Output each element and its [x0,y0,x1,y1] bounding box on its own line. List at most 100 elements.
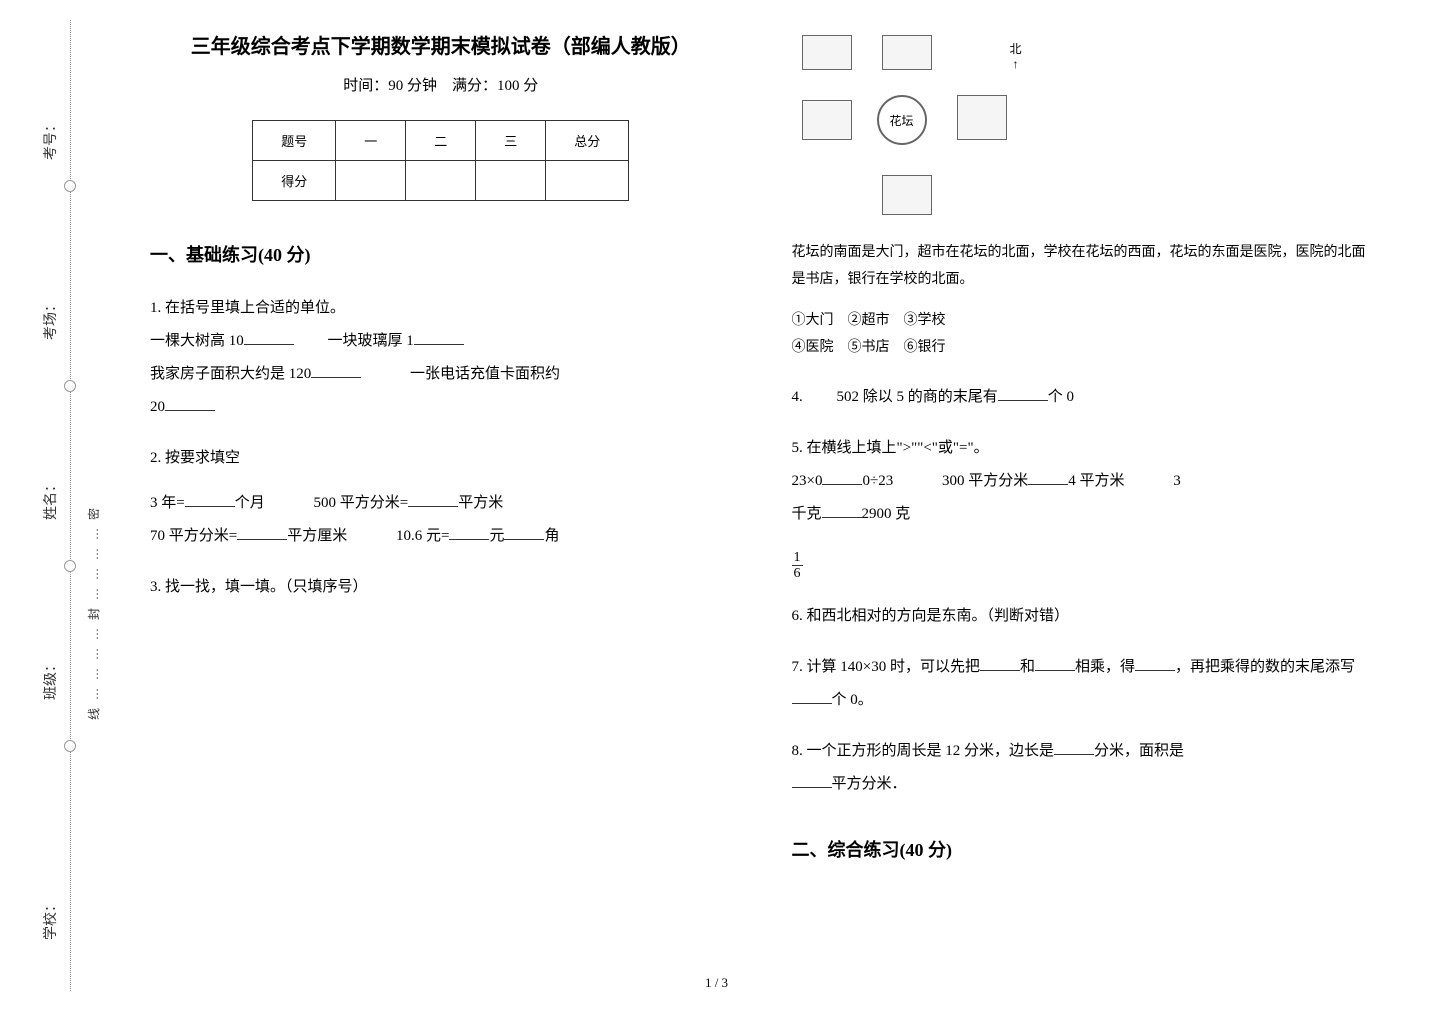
score-row-label: 得分 [253,161,336,201]
binding-margin: 考号： 考场： 姓名： 班级： 学校： 线…………封…………密 [0,0,100,1011]
q2-unit: 角 [544,528,559,544]
score-table: 题号 一 二 三 总分 得分 [252,120,629,201]
north-label: 北 [1009,42,1021,56]
score-cell [406,161,476,201]
binding-seal-text: 线…………封…………密 [85,500,102,720]
fill-blank [237,522,287,540]
diagram-desc-text: 花坛的南面是大门，超市在花坛的北面，学校在花坛的西面，花坛的东面是医院，医院的北… [792,245,1366,287]
q5-prompt: 5. 在横线上填上">""<"或"="。 [792,432,1374,465]
fill-blank [998,383,1048,401]
question-2: 2. 按要求填空 3 年=个月 500 平方分米=平方米 70 平方分米=平方厘… [150,442,732,553]
binding-circle [64,740,76,752]
score-header: 总分 [546,121,629,161]
diagram-description: 花坛的南面是大门，超市在花坛的北面，学校在花坛的西面，花坛的东面是医院，医院的北… [792,240,1374,293]
fill-blank [1035,653,1075,671]
question-5: 5. 在横线上填上">""<"或"="。 23×00÷23 300 平方分米4 … [792,432,1374,531]
q5-text: 0÷23 [862,473,893,489]
q2-unit: 元 [489,528,504,544]
section-1-heading: 一、基础练习(40 分) [150,241,732,267]
direction-diagram: 北↑ 花坛 [792,30,1052,230]
q5-line1: 23×00÷23 300 平方分米4 平方米 3 [792,465,1374,498]
diagram-building [802,35,852,70]
q2-prompt: 2. 按要求填空 [150,442,732,475]
fill-blank [311,360,361,378]
q5-text: 3 [1173,473,1181,489]
exam-subtitle: 时间：90 分钟 满分：100 分 [150,74,732,95]
page-number: 1 / 3 [705,975,728,991]
diagram-building [957,95,1007,140]
fill-blank [408,489,458,507]
binding-circle [64,180,76,192]
score-cell [476,161,546,201]
q1-line1: 一棵大树高 10 一块玻璃厚 1 [150,325,732,358]
diagram-options: ①大门 ②超市 ③学校 ④医院 ⑤书店 ⑥银行 [792,308,1374,361]
q2-unit: 平方厘米 [287,528,347,544]
score-cell [546,161,629,201]
q2-line1: 3 年= 个月 500 平方分米= 平方米 [150,487,732,520]
q7-text: 相乘，得 [1075,659,1135,675]
q1-text: 一块玻璃厚 1 [328,333,414,349]
fill-blank [792,686,832,704]
q2-text: 10.6 元= [396,528,449,544]
section-2-heading: 二、综合练习(40 分) [792,836,1374,862]
score-header: 三 [476,121,546,161]
q5-text: 千克 [792,506,822,522]
diagram-building [882,35,932,70]
q5-line2: 千克 2900 克 [792,498,1374,531]
binding-circle [64,380,76,392]
q4-text: 4. 502 除以 5 的商的末尾有 [792,389,998,405]
q2-text: 500 平方分米= [314,495,409,511]
fill-blank [414,327,464,345]
q1-text: 我家房子面积大约是 120 [150,366,311,382]
question-4: 4. 502 除以 5 的商的末尾有 个 0 [792,381,1374,414]
fill-blank [822,500,862,518]
fill-blank [504,522,544,540]
fraction-one-sixth: 1 6 [792,550,803,582]
diagram-flowerbed: 花坛 [877,95,927,145]
fill-blank [244,327,294,345]
q3-prompt: 3. 找一找，填一填。（只填序号） [150,571,732,604]
q1-text: 一棵大树高 10 [150,333,244,349]
fill-blank [980,653,1020,671]
q2-unit: 平方米 [458,495,503,511]
score-header: 一 [336,121,406,161]
binding-label-name: 姓名： [40,478,60,520]
q7-text: 个 0。 [832,692,873,708]
fraction-numerator: 1 [792,550,803,566]
binding-label-school: 学校： [40,898,60,940]
q7-text: 7. 计算 140×30 时，可以先把 [792,659,980,675]
q8-text: 平方分米． [832,776,907,792]
fill-blank [1054,737,1094,755]
fraction-display: 1 6 [792,549,1374,582]
left-column: 三年级综合考点下学期数学期末模拟试卷（部编人教版） 时间：90 分钟 满分：10… [130,30,762,991]
q5-text: 4 平方米 [1068,473,1124,489]
question-8: 8. 一个正方形的周长是 12 分米，边长是 分米，面积是 平方分米． [792,735,1374,801]
q1-line3: 20 [150,391,732,424]
flowerbed-label: 花坛 [889,112,913,129]
binding-circle [64,560,76,572]
question-7: 7. 计算 140×30 时，可以先把和相乘，得，再把乘得的数的末尾添写个 0。 [792,651,1374,717]
fill-blank [185,489,235,507]
fill-blank [165,393,215,411]
q8-text: 分米，面积是 [1094,743,1184,759]
q5-text: 23×0 [792,473,823,489]
question-6: 6. 和西北相对的方向是东南。（判断对错） [792,600,1374,633]
fill-blank [792,770,832,788]
q2-text: 3 年= [150,495,185,511]
fill-blank [1028,467,1068,485]
q1-line2: 我家房子面积大约是 120 一张电话充值卡面积约 [150,358,732,391]
q4-suffix: 个 0 [1048,389,1074,405]
binding-label-examno: 考号： [40,118,60,160]
q2-unit: 个月 [235,495,265,511]
score-header: 二 [406,121,476,161]
diagram-building [882,175,932,215]
q1-prompt: 1. 在括号里填上合适的单位。 [150,292,732,325]
q5-text: 2900 克 [862,506,911,522]
question-3: 3. 找一找，填一填。（只填序号） [150,571,732,604]
q8-text: 8. 一个正方形的周长是 12 分米，边长是 [792,743,1055,759]
exam-title: 三年级综合考点下学期数学期末模拟试卷（部编人教版） [150,30,732,59]
binding-label-class: 班级： [40,658,60,700]
table-row: 得分 [253,161,629,201]
content-area: 三年级综合考点下学期数学期末模拟试卷（部编人教版） 时间：90 分钟 满分：10… [100,0,1433,1011]
binding-dotted-line [70,20,71,991]
